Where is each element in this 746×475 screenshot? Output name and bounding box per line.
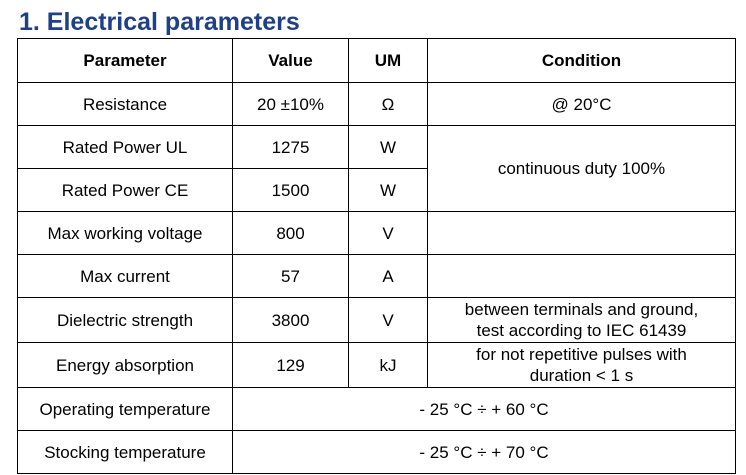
cell-condition — [427, 254, 736, 298]
cell-range: - 25 °C ÷ + 60 °C — [232, 387, 736, 431]
cell-value: 1500 — [232, 168, 349, 212]
cell-parameter: Stocking temperature — [17, 430, 233, 474]
table-row: Max current 57 A — [17, 254, 736, 298]
cell-um: V — [348, 211, 428, 255]
table-row: Max working voltage 800 V — [17, 211, 736, 255]
cell-condition: @ 20°C — [427, 82, 736, 126]
condition-line: test according to IEC 61439 — [476, 321, 687, 340]
header-value: Value — [232, 38, 349, 83]
cell-parameter: Max working voltage — [17, 211, 233, 255]
cell-condition — [427, 211, 736, 255]
header-condition: Condition — [427, 38, 736, 83]
table-row: Resistance 20 ±10% Ω @ 20°C — [17, 82, 736, 126]
table-row: Dielectric strength 3800 V between termi… — [17, 297, 736, 343]
cell-um: A — [348, 254, 428, 298]
cell-condition: for not repetitive pulses with duration … — [427, 342, 736, 388]
cell-parameter: Operating temperature — [17, 387, 233, 431]
cell-um: kJ — [348, 342, 428, 388]
cell-range: - 25 °C ÷ + 70 °C — [232, 430, 736, 474]
cell-condition-merged: continuous duty 100% — [427, 125, 736, 212]
electrical-parameters-table: Parameter Value UM Condition Resistance … — [17, 38, 736, 474]
table-row: Rated Power UL 1275 W continuous duty 10… — [17, 125, 736, 212]
condition-line: between terminals and ground, — [464, 300, 699, 319]
header-parameter: Parameter — [17, 38, 233, 83]
cell-parameter: Energy absorption — [17, 342, 233, 388]
cell-value: 20 ±10% — [232, 82, 349, 126]
cell-value: 57 — [232, 254, 349, 298]
header-um: UM — [348, 38, 428, 83]
table-row: Energy absorption 129 kJ for not repetit… — [17, 342, 736, 388]
cell-parameter: Dielectric strength — [17, 297, 233, 343]
cell-um: Ω — [348, 82, 428, 126]
cell-um: W — [348, 168, 428, 212]
table-row: Stocking temperature - 25 °C ÷ + 70 °C — [17, 430, 736, 474]
cell-value: 129 — [232, 342, 349, 388]
cell-parameter: Max current — [17, 254, 233, 298]
table-row: Rated Power CE 1500 W — [17, 168, 736, 212]
cell-parameter: Rated Power CE — [17, 168, 233, 212]
table-row: Operating temperature - 25 °C ÷ + 60 °C — [17, 387, 736, 431]
cell-parameter: Resistance — [17, 82, 233, 126]
section-title: 1. Electrical parameters — [19, 8, 300, 36]
cell-condition: between terminals and ground, test accor… — [427, 297, 736, 343]
cell-value: 800 — [232, 211, 349, 255]
condition-line: duration < 1 s — [529, 366, 634, 385]
condition-line: for not repetitive pulses with — [476, 345, 687, 364]
table-header-row: Parameter Value UM Condition — [17, 38, 736, 83]
cell-parameter: Rated Power UL — [17, 125, 233, 169]
cell-value: 3800 — [232, 297, 349, 343]
cell-value: 1275 — [232, 125, 349, 169]
cell-um: W — [348, 125, 428, 169]
cell-um: V — [348, 297, 428, 343]
